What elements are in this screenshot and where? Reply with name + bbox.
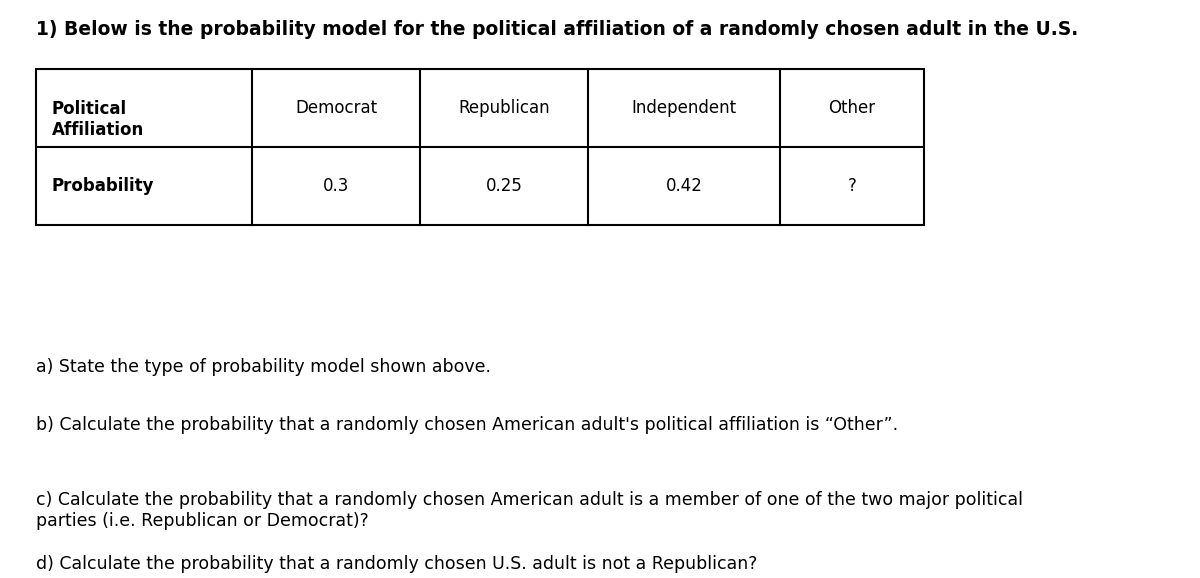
Text: Affiliation: Affiliation [52,121,144,139]
Text: ?: ? [847,177,857,195]
Text: b) Calculate the probability that a randomly chosen American adult's political a: b) Calculate the probability that a rand… [36,416,898,434]
Text: 1) Below is the probability model for the political affiliation of a randomly ch: 1) Below is the probability model for th… [36,20,1079,39]
Text: Political: Political [52,99,127,118]
Text: a) State the type of probability model shown above.: a) State the type of probability model s… [36,358,491,376]
Text: Probability: Probability [52,177,154,195]
Text: 0.3: 0.3 [323,177,349,195]
Text: Democrat: Democrat [295,99,377,117]
Text: c) Calculate the probability that a randomly chosen American adult is a member o: c) Calculate the probability that a rand… [36,491,1022,530]
Text: 0.25: 0.25 [486,177,522,195]
Text: Independent: Independent [631,99,737,117]
Text: d) Calculate the probability that a randomly chosen U.S. adult is not a Republic: d) Calculate the probability that a rand… [36,555,757,573]
Text: 0.42: 0.42 [666,177,702,195]
Text: Republican: Republican [458,99,550,117]
Text: Other: Other [828,99,876,117]
Bar [36,69,924,225]
